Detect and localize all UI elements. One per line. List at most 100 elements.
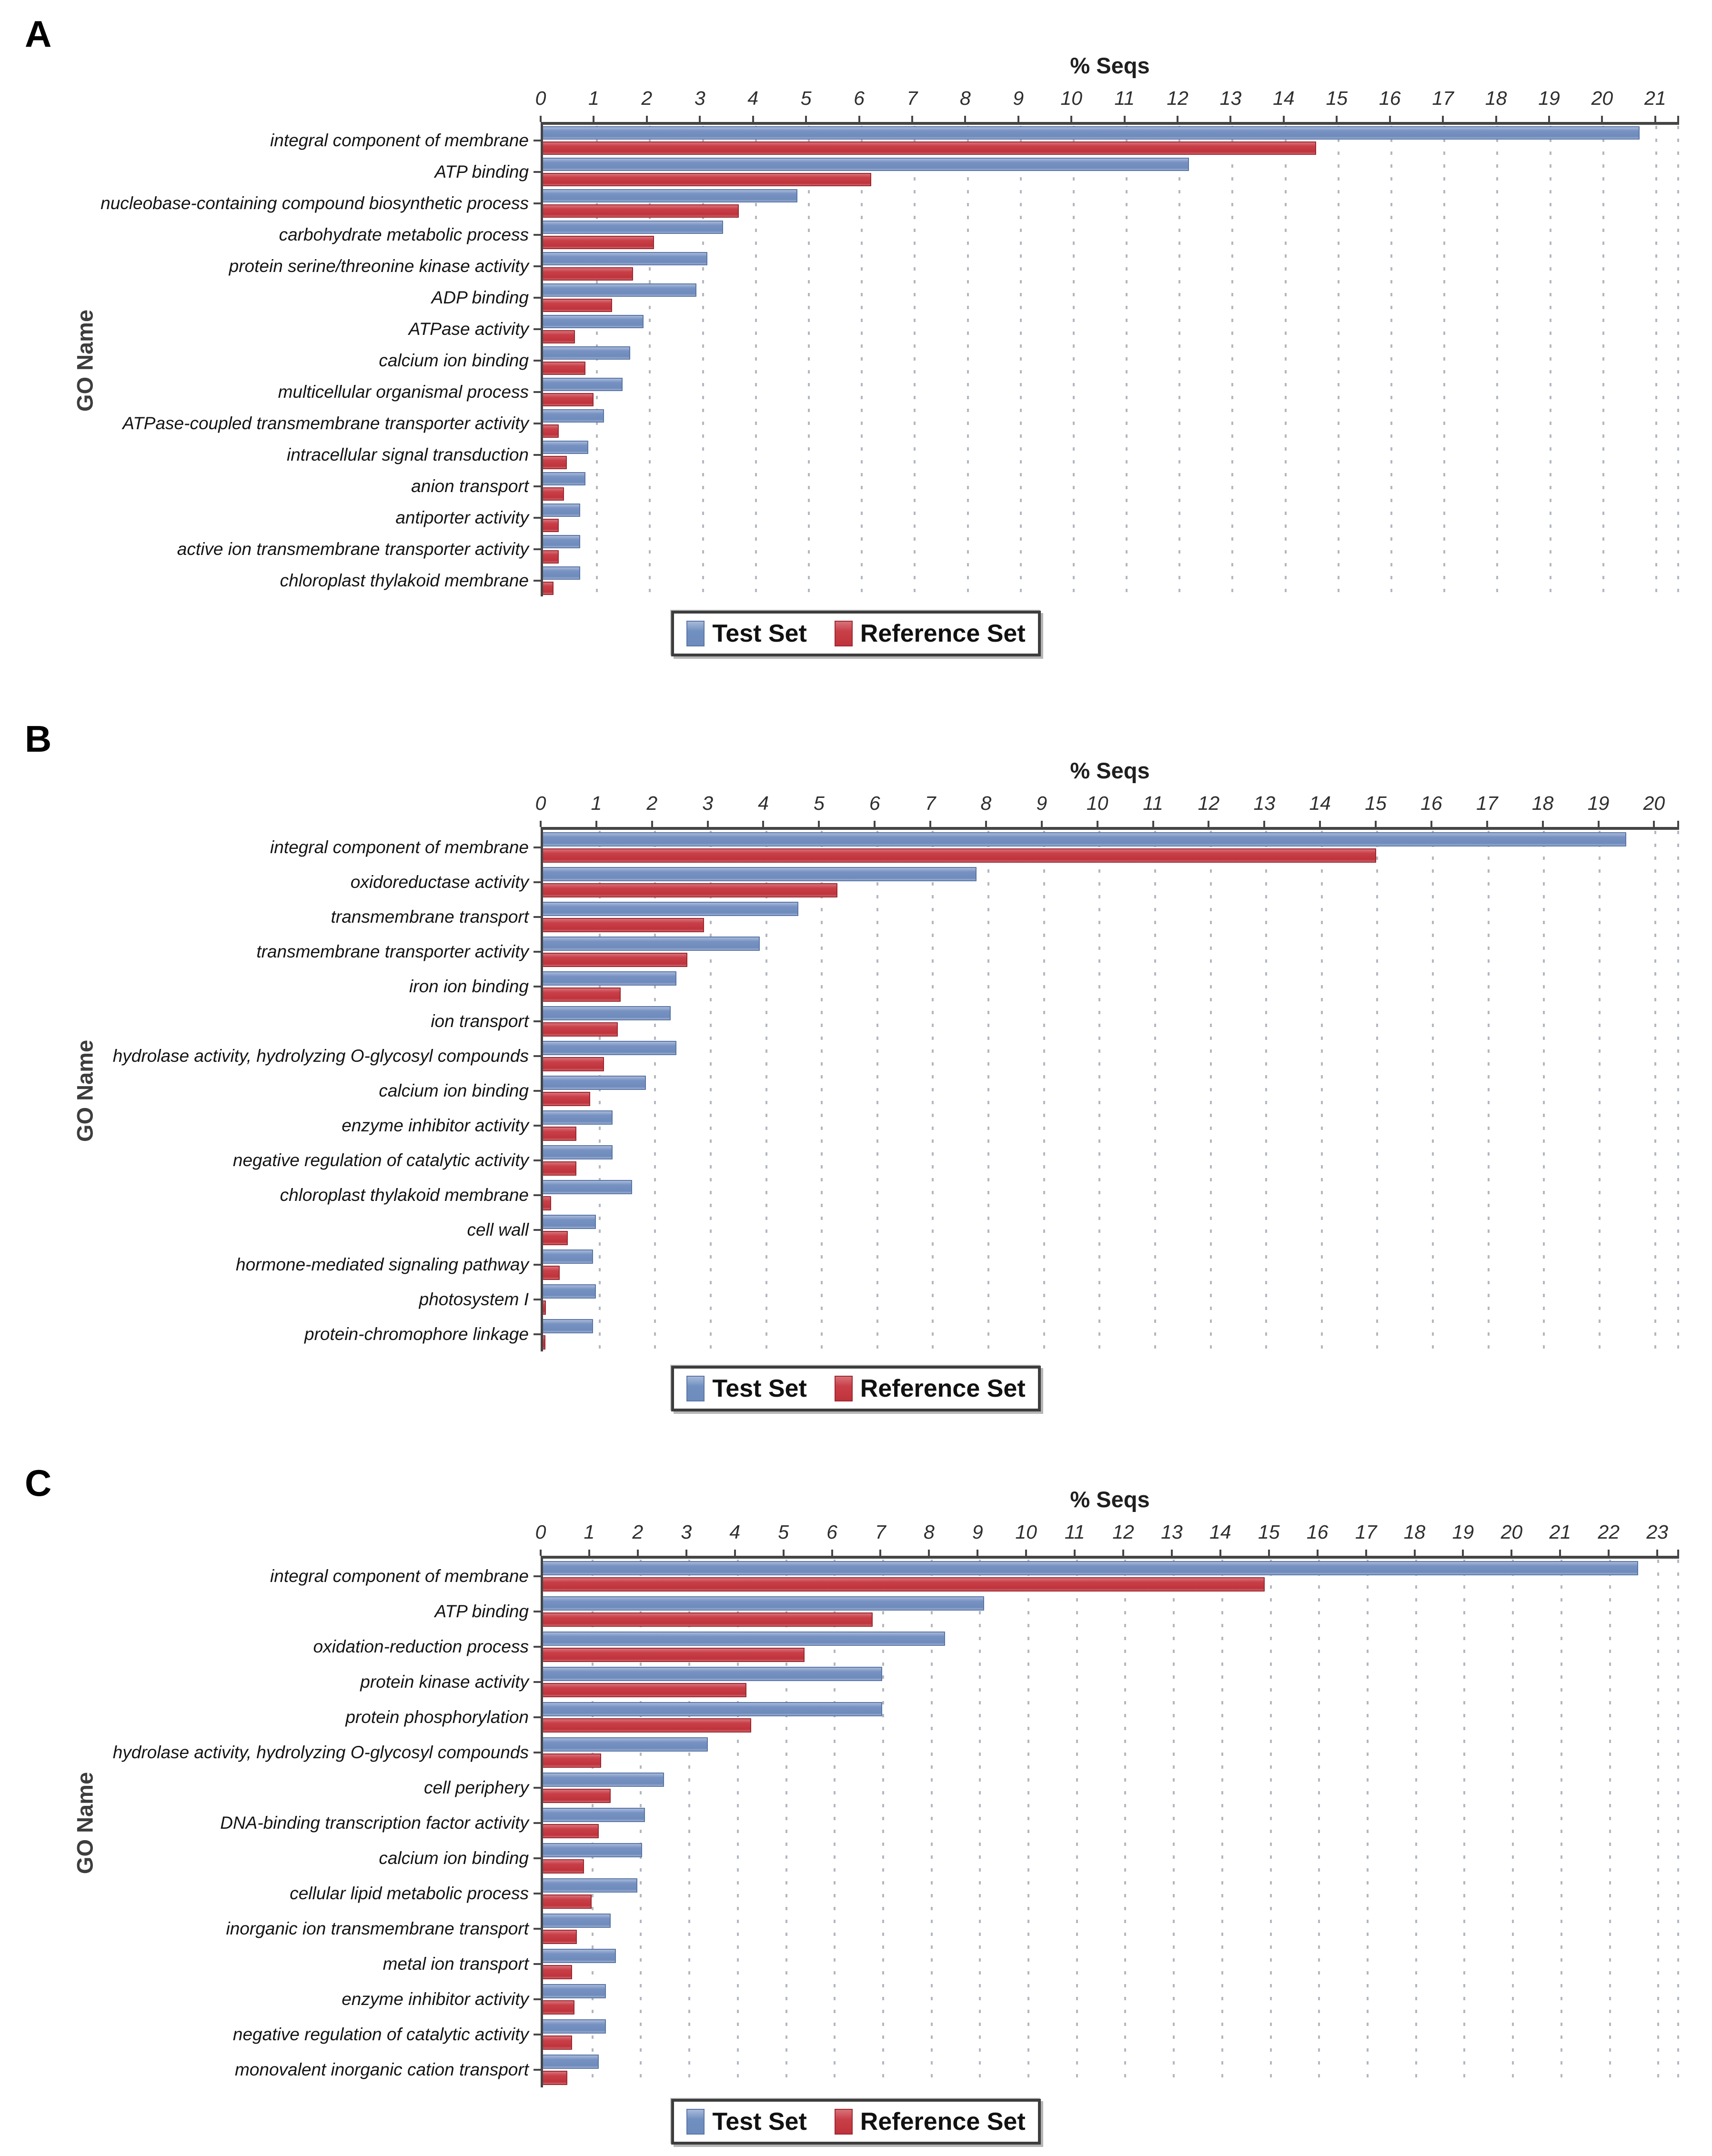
category-label: antiporter activity (0, 502, 541, 534)
category-label: anion transport (0, 471, 541, 502)
gridline (688, 1560, 691, 2086)
gridline (654, 831, 656, 1350)
bar-row (543, 1559, 1679, 1594)
category-label: ATP binding (0, 156, 541, 188)
test-bar (543, 504, 580, 517)
axis-tick-label: 18 (1531, 792, 1554, 814)
category-label: monovalent inorganic cation transport (0, 2052, 541, 2087)
category-label: intracellular signal transduction (0, 439, 541, 471)
gridline (1560, 1560, 1562, 2086)
bar-row (543, 969, 1679, 1004)
panel-b: B % Seqs 0 1 2 3 4 5 6 7 8 9 10 11 12 13 14 15 16 17 18 19 2… (0, 705, 1712, 1439)
reference-bar (543, 204, 739, 218)
axis-tick-label: 14 (1273, 87, 1295, 109)
reference-bar (543, 1022, 618, 1037)
plot-row: GO Name integral component of membrane AT… (0, 125, 1712, 596)
gridline (1602, 126, 1604, 595)
panel-b-letter: B (25, 718, 52, 760)
axis-tick-label: 23 (1646, 1521, 1668, 1543)
axis-tick (1653, 821, 1655, 827)
gridlines (543, 830, 1679, 1351)
axis-end-tick (1677, 116, 1679, 122)
gridline (1463, 1560, 1466, 2086)
axis-tick (928, 1550, 930, 1556)
bar-row (543, 1982, 1679, 2017)
axis-tick (1319, 821, 1321, 827)
axis-tick (1375, 821, 1377, 827)
axis-tick (540, 116, 542, 122)
category-label: protein phosphorylation (0, 1700, 541, 1735)
axis-tick (929, 821, 932, 827)
bar-row (543, 313, 1679, 345)
axis-tick-label: 19 (1587, 792, 1610, 814)
legend-reference-label: Reference Set (860, 620, 1026, 647)
axis-tick (805, 116, 807, 122)
gridline (1265, 831, 1268, 1350)
legend-row: Test Set Reference Set (0, 1366, 1712, 1411)
axis-tick-label: 7 (925, 792, 936, 814)
axis-tick (1495, 116, 1497, 122)
x-axis-title: % Seqs (1070, 1487, 1150, 1512)
category-labels: integral component of membrane oxidoreduc… (0, 830, 541, 1351)
test-bar (543, 1596, 984, 1611)
x-axis: 0 1 2 3 4 5 6 7 8 9 10 11 12 13 14 15 16 17 18 19 20 21 (535, 86, 1679, 125)
gridline (640, 1560, 642, 2086)
category-label: protein-chromophore linkage (0, 1317, 541, 1351)
reference-bar (543, 1230, 568, 1245)
axis-tick-label: 8 (959, 87, 971, 109)
axis-tick (818, 821, 820, 827)
reference-bar (543, 173, 872, 186)
test-bar (543, 1179, 632, 1194)
gridline (1178, 126, 1181, 595)
panel-c-letter: C (25, 1462, 52, 1504)
legend-reference-label: Reference Set (860, 2108, 1026, 2136)
bar-row (543, 1876, 1679, 1911)
reference-bar (543, 1965, 573, 1979)
gridline (1598, 831, 1601, 1350)
axis-tick-label: 15 (1365, 792, 1387, 814)
axis-tick-label: 12 (1112, 1521, 1134, 1543)
axis-tick-label: 2 (641, 87, 653, 109)
gridline (1209, 831, 1212, 1350)
category-label: cell periphery (0, 1770, 541, 1805)
reference-bar (543, 1824, 599, 1838)
category-label: oxidation-reduction process (0, 1629, 541, 1664)
category-label: integral component of membrane (0, 125, 541, 156)
axis-tick (1096, 821, 1098, 827)
category-label: ATP binding (0, 1594, 541, 1629)
test-bar (543, 346, 631, 360)
bar-row (543, 1629, 1679, 1664)
plot-row: GO Name integral component of membrane ox… (0, 830, 1712, 1351)
bar-row (543, 1594, 1679, 1629)
legend-test-swatch (686, 2109, 705, 2135)
reference-bar (543, 1789, 611, 1803)
axis-tick (734, 1550, 736, 1556)
axis-tick (1177, 116, 1179, 122)
category-label: ADP binding (0, 282, 541, 313)
category-label: hormone-mediated signaling pathway (0, 1247, 541, 1282)
bar-row (543, 899, 1679, 934)
reference-bar (543, 550, 559, 564)
test-bar (543, 283, 697, 297)
reference-bar (543, 2035, 573, 2050)
gridline (1318, 1560, 1320, 2086)
legend: Test Set Reference Set (671, 1366, 1041, 1411)
bar-row (543, 251, 1679, 282)
axis-tick-label: 17 (1355, 1521, 1377, 1543)
bar-row (543, 1143, 1679, 1178)
test-bar (543, 535, 580, 548)
test-bar (543, 1110, 613, 1125)
reference-bar (543, 1930, 577, 1944)
gridline (882, 1560, 884, 2086)
bar-row (543, 282, 1679, 313)
axis-tick-label: 13 (1161, 1521, 1183, 1543)
axis-tick (911, 116, 913, 122)
test-bar (543, 2055, 599, 2069)
gridline (1173, 1560, 1175, 2086)
axis-tick-label: 11 (1114, 87, 1135, 109)
axis-tick (985, 821, 987, 827)
reference-bar (543, 917, 705, 932)
gridline (1284, 126, 1287, 595)
reference-bar (543, 987, 621, 1002)
reference-bar (543, 1859, 584, 1874)
